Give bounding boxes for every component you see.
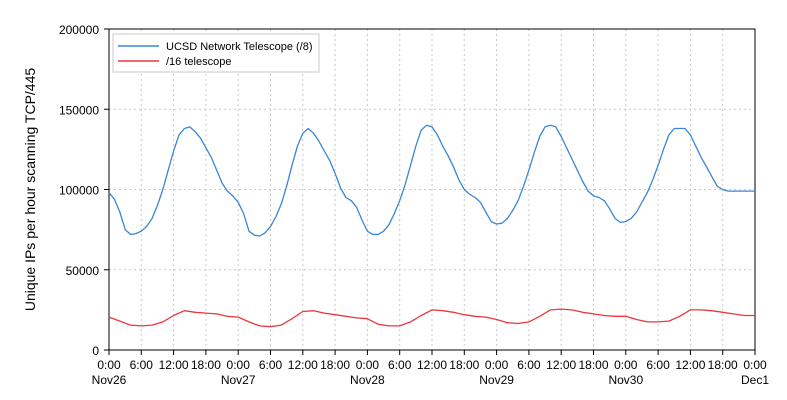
x-date-label: Dec1 <box>741 373 769 387</box>
x-tick-label: 6:00 <box>646 358 670 372</box>
legend-label: UCSD Network Telescope (/8) <box>166 41 313 53</box>
y-tick-label: 50000 <box>66 264 100 278</box>
x-tick-label: 12:00 <box>417 358 447 372</box>
x-tick-label: 0:00 <box>356 358 380 372</box>
x-tick-label: 18:00 <box>708 358 738 372</box>
x-tick-label: 6:00 <box>130 358 154 372</box>
legend-label: /16 telescope <box>166 56 231 68</box>
legend-box <box>112 33 320 73</box>
series-layer <box>108 124 755 328</box>
x-date-label: Nov30 <box>608 373 643 387</box>
x-tick-label: 12:00 <box>159 358 189 372</box>
x-axis-ticks: 0:00 6:00 12:00 18:00 0:00 6:00 12:00 18:00 0:00… <box>92 350 769 387</box>
x-tick-label: 6:00 <box>259 358 283 372</box>
grid-layer <box>108 28 756 351</box>
x-tick-label: 18:00 <box>191 358 221 372</box>
x-tick-label: 12:00 <box>288 358 318 372</box>
y-axis-title: Unique IPs per hour scanning TCP/445 <box>22 68 38 312</box>
y-tick-label: 150000 <box>59 103 99 117</box>
series-line <box>108 124 755 237</box>
x-tick-label: 0:00 <box>614 358 638 372</box>
x-date-label: Nov28 <box>350 373 385 387</box>
x-date-label: Nov26 <box>92 373 127 387</box>
x-tick-label: 12:00 <box>675 358 705 372</box>
x-tick-label: 18:00 <box>578 358 608 372</box>
x-tick-label: 0:00 <box>97 358 121 372</box>
series-line <box>108 308 755 328</box>
x-tick-label: 0:00 <box>485 358 509 372</box>
legend: UCSD Network Telescope (/8) /16 telescope <box>112 33 320 73</box>
y-tick-label: 100000 <box>59 184 99 198</box>
y-axis-ticks: 0 50000 100000 150000 200000 <box>59 23 109 358</box>
x-tick-label: 6:00 <box>388 358 412 372</box>
x-tick-label: 18:00 <box>320 358 350 372</box>
x-tick-label: 0:00 <box>743 358 767 372</box>
x-tick-label: 6:00 <box>517 358 541 372</box>
x-tick-label: 12:00 <box>546 358 576 372</box>
x-tick-label: 0:00 <box>227 358 251 372</box>
y-tick-label: 200000 <box>59 23 99 37</box>
x-date-label: Nov27 <box>221 373 256 387</box>
x-tick-label: 18:00 <box>449 358 479 372</box>
y-tick-label: 0 <box>92 344 99 358</box>
x-date-label: Nov29 <box>479 373 514 387</box>
